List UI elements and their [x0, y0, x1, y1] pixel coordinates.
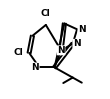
Text: N: N — [57, 46, 65, 55]
Text: Cl: Cl — [13, 48, 23, 57]
Text: N: N — [73, 39, 81, 48]
Text: N: N — [31, 63, 39, 72]
Text: Cl: Cl — [41, 9, 51, 18]
Text: N: N — [78, 25, 86, 34]
